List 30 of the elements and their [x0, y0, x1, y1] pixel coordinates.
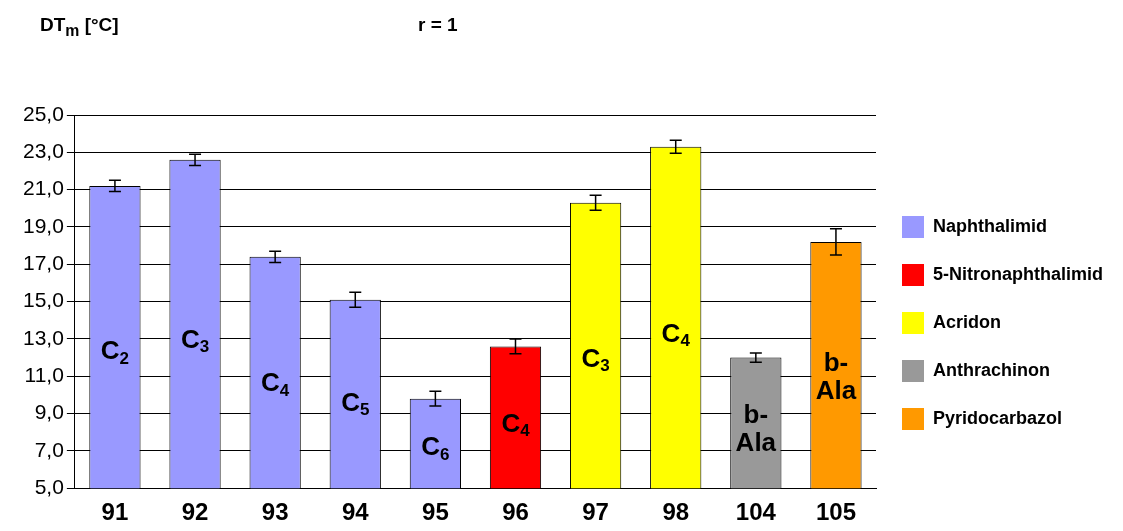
y-tick-label: 21,0: [23, 176, 64, 200]
y-tick-label: 9,0: [34, 400, 64, 424]
x-tick-label: 104: [735, 498, 777, 526]
x-tick-label: 94: [341, 498, 370, 526]
y-tick-label: 17,0: [23, 251, 64, 275]
x-tick-label: 97: [582, 498, 609, 526]
legend-label: Pyridocarbazol: [933, 407, 1063, 428]
x-tick-label: 98: [662, 498, 690, 526]
annotation: b-Ala: [735, 398, 777, 457]
legend-label: Anthrachinon: [933, 359, 1050, 380]
legend-label: 5-Nitronaphthalimid: [933, 263, 1103, 284]
y-tick-label: 5,0: [34, 475, 64, 498]
annotation: b-Ala: [815, 346, 857, 405]
y-tick-label: 19,0: [23, 213, 64, 237]
legend-label: Naphthalimid: [933, 215, 1048, 236]
y-tick-label: 25,0: [23, 101, 64, 125]
y-tick-label: 15,0: [23, 288, 64, 312]
x-tick-label: 96: [502, 498, 529, 526]
y-tick-label: 7,0: [34, 437, 64, 461]
x-tick-label: 95: [422, 498, 449, 526]
legend-label: Acridon: [933, 311, 1002, 332]
text: r = 1: [418, 14, 458, 36]
y-axis-title: DT$_{m}$ [°C]: [40, 14, 119, 40]
x-tick-label: 91: [101, 498, 129, 526]
x-tick-label: 105: [815, 498, 856, 526]
y-tick-label: 11,0: [24, 363, 64, 387]
y-tick-label: 13,0: [23, 325, 64, 349]
y-tick-label: 23,0: [23, 139, 64, 163]
x-tick-label: 93: [261, 498, 289, 526]
x-tick-label: 92: [181, 498, 209, 526]
